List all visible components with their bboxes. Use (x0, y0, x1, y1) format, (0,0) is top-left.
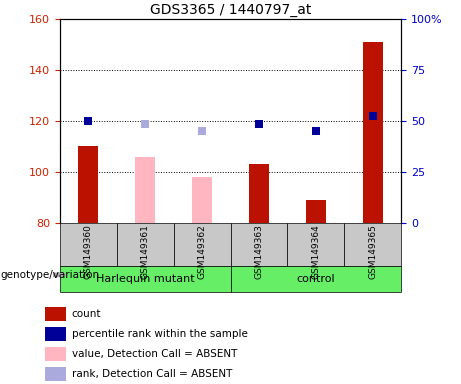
Bar (45, 307, 66, 321)
Text: percentile rank within the sample: percentile rank within the sample (72, 329, 248, 339)
Text: Harlequin mutant: Harlequin mutant (96, 274, 195, 284)
Point (312, 128, 319, 134)
Point (85, 118, 92, 124)
Bar (45, 327, 66, 341)
Text: genotype/variation: genotype/variation (0, 270, 99, 280)
Bar (287, 223, 344, 266)
Text: value, Detection Call = ABSENT: value, Detection Call = ABSENT (72, 349, 237, 359)
Point (369, 113, 376, 119)
Text: GSM149362: GSM149362 (198, 224, 207, 279)
Bar (230, 223, 287, 266)
Bar (60, 266, 230, 292)
Bar (60, 223, 117, 266)
Bar (344, 223, 401, 266)
Bar (174, 223, 230, 266)
Bar (363, 42, 383, 223)
Bar (135, 157, 155, 223)
Bar (45, 347, 66, 361)
Bar (192, 177, 212, 223)
Point (198, 128, 206, 134)
Bar (230, 266, 401, 292)
Bar (306, 200, 326, 223)
Title: GDS3365 / 1440797_at: GDS3365 / 1440797_at (150, 3, 311, 17)
Text: GSM149364: GSM149364 (311, 224, 320, 279)
Text: rank, Detection Call = ABSENT: rank, Detection Call = ABSENT (72, 369, 232, 379)
Text: GSM149360: GSM149360 (84, 224, 93, 279)
Bar (45, 367, 66, 381)
Text: control: control (296, 274, 335, 284)
Bar (117, 223, 174, 266)
Text: count: count (72, 309, 101, 319)
Text: GSM149361: GSM149361 (141, 224, 150, 279)
Bar (78, 146, 98, 223)
Point (142, 121, 149, 127)
Text: GSM149365: GSM149365 (368, 224, 377, 279)
Text: GSM149363: GSM149363 (254, 224, 263, 279)
Bar (249, 164, 269, 223)
Point (255, 121, 263, 127)
